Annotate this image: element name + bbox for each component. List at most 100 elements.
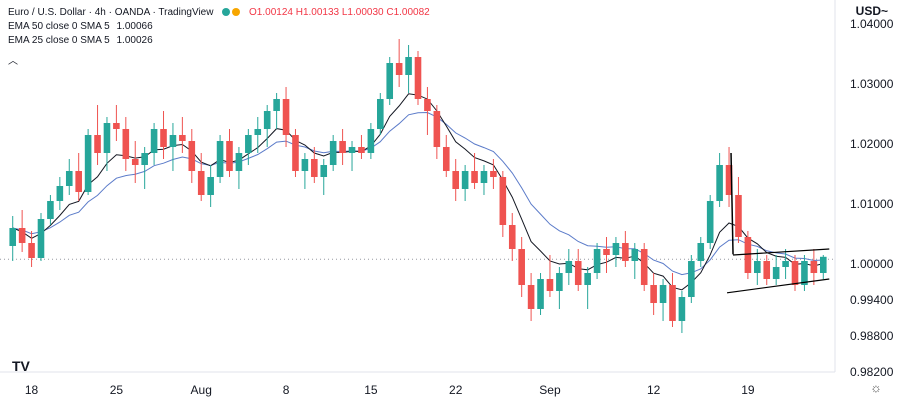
time-tick-label: 8 [283,383,290,397]
time-tick-label: Sep [539,383,561,397]
tradingview-logo-icon[interactable]: TV [12,358,30,374]
price-tick-label: 0.98800 [850,329,894,343]
candle-body [169,135,177,147]
candle-body [395,63,403,75]
candle-body [179,135,186,141]
candle-body [735,195,742,237]
candle-body [725,165,733,195]
currency-selector[interactable]: USD~ [855,4,888,18]
candle-body [75,171,82,192]
candle-body [160,129,167,147]
candle-body [65,171,73,186]
price-tick-label: 1.01000 [850,197,894,211]
gear-icon[interactable]: ☼ [870,380,882,395]
indicator-label: EMA 25 close 0 SMA 5 [8,35,110,46]
candle-body [358,147,365,153]
time-tick-label: 12 [647,383,661,397]
candle-body [801,261,808,285]
candle-body [273,99,280,111]
candle-body [263,111,271,129]
candle-body [329,141,337,165]
candle-body [716,165,723,201]
candle-body [47,201,54,219]
candle-body [282,99,290,135]
candle-body [593,249,601,273]
candle-body [56,186,64,201]
candle-body [141,153,148,165]
candle-body [622,243,629,261]
candle-body [433,111,441,147]
candle-body [339,141,346,153]
indicator-value: 1.00026 [116,35,153,46]
candle-body [292,135,299,171]
ohlc-values: O1.00124 H1.00133 L1.00030 C1.00082 [249,7,430,18]
candle-body [603,249,610,255]
candle-body [678,297,686,321]
time-tick-label: 15 [364,383,378,397]
candle-body [386,63,394,99]
market-status-alt-icon [232,8,241,17]
candle-body [377,99,384,129]
candle-body [188,141,196,171]
time-tick-label: 22 [449,383,463,397]
candle-body [150,129,158,153]
trendline-pole [730,152,734,255]
candle-body [518,249,525,285]
symbol-title[interactable]: Euro / U.S. Dollar · 4h · OANDA · Tradin… [8,7,214,18]
legend: Euro / U.S. Dollar · 4h · OANDA · Tradin… [8,6,430,48]
candle-body [84,135,92,192]
symbol-row: Euro / U.S. Dollar · 4h · OANDA · Tradin… [8,6,430,20]
time-tick-label: 18 [25,383,39,397]
candle-body [28,243,35,258]
candle-body [452,171,459,189]
candle-body [131,159,139,165]
indicator-label: EMA 50 close 0 SMA 5 [8,21,110,32]
candle-body [819,256,827,273]
candle-body [113,123,120,129]
candle-body [782,261,789,267]
candle-body [301,159,309,171]
candle-body [480,171,488,183]
candle-body [414,57,422,99]
candle-body [37,219,45,258]
chevron-up-icon[interactable]: ︿ [8,56,18,67]
candle-body [772,267,780,279]
candle-body [235,153,243,171]
candle-body [18,228,26,243]
indicator-row-ema25[interactable]: EMA 25 close 0 SMA 5 1.00026 [8,34,430,48]
candle-body [659,285,667,303]
candle-body [122,129,130,159]
candle-body [348,147,356,153]
candle-body [527,285,535,309]
candle-body [442,147,450,171]
candle-body [226,141,233,171]
time-tick-label: Aug [191,383,212,397]
candle-body [508,225,516,249]
candle-body [688,261,695,297]
candle-body [706,201,714,243]
price-axis[interactable]: 0.98200 0.98800 0.99400 1.00000 1.01000 1.020… [850,17,894,379]
candle-body [424,99,431,111]
candle-body [254,129,262,135]
candle-body [537,279,544,309]
indicator-row-ema50[interactable]: EMA 50 close 0 SMA 5 1.00066 [8,20,430,34]
candle-body [754,261,761,273]
candle-body [791,261,799,285]
candle-body [94,135,101,153]
trendline-upper [732,248,830,256]
candle-body [103,123,111,153]
time-tick-label: 19 [741,383,755,397]
trendlines-group[interactable] [726,152,830,294]
candle-body [311,159,318,177]
candle-body [565,261,573,273]
time-tick-label: 25 [110,383,124,397]
time-axis[interactable]: 18 25 Aug 8 15 22 Sep 12 19 [25,383,755,397]
candle-body [650,285,657,303]
candle-body [640,249,648,285]
candle-body [574,261,582,285]
price-tick-label: 0.98200 [850,365,894,379]
candle-body [367,129,375,153]
candle-body [471,171,478,183]
indicator-value: 1.00066 [116,21,153,32]
